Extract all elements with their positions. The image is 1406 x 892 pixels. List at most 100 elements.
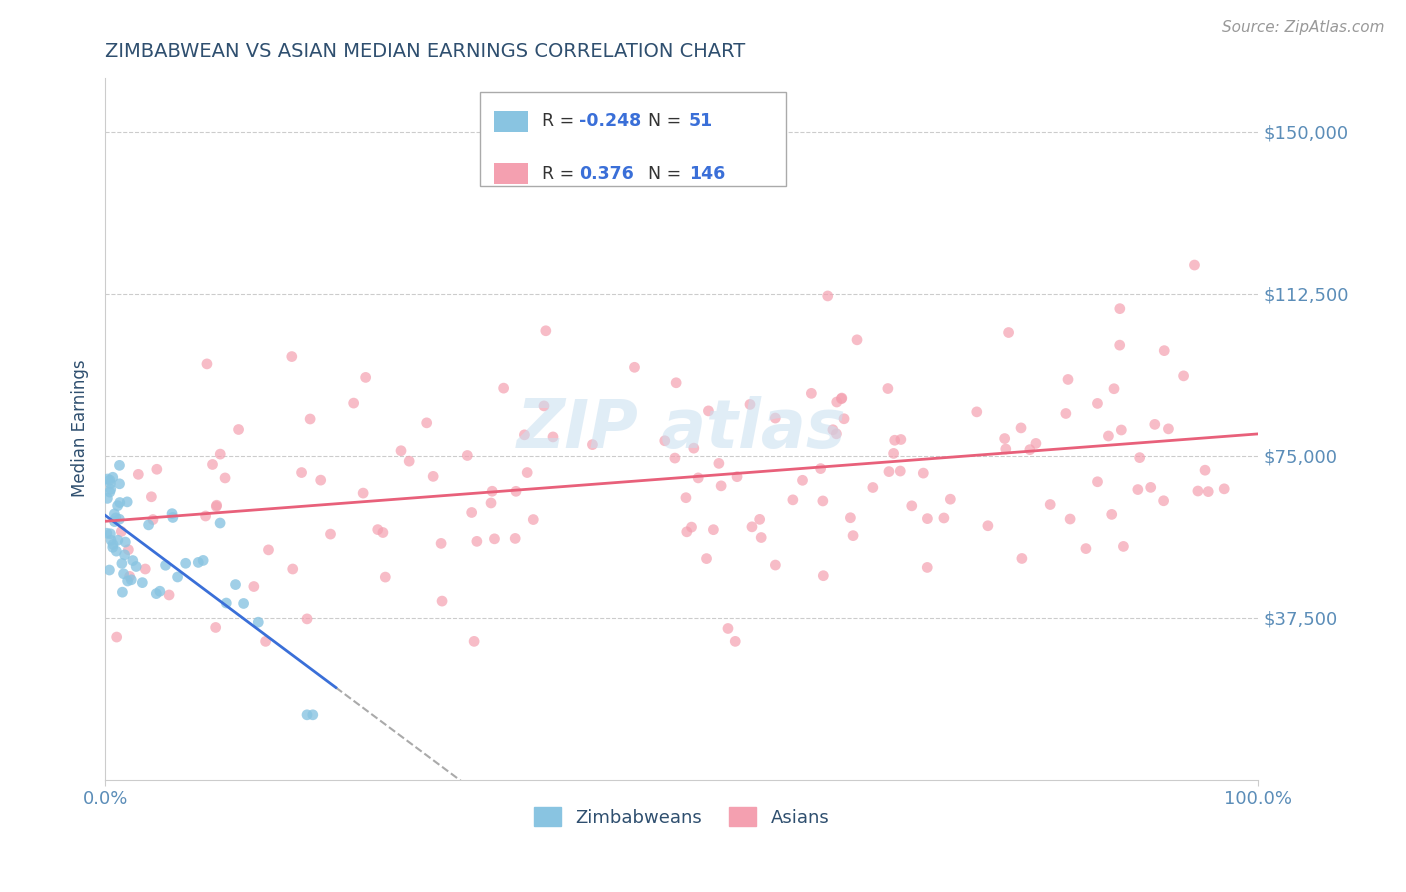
Point bbox=[503, 532, 526, 546]
Point bbox=[422, 469, 444, 483]
Text: -0.248: -0.248 bbox=[579, 112, 641, 130]
Legend: Zimbabweans, Asians: Zimbabweans, Asians bbox=[527, 800, 837, 834]
Point bbox=[654, 434, 676, 448]
Point bbox=[1108, 301, 1130, 316]
Text: Source: ZipAtlas.com: Source: ZipAtlas.com bbox=[1222, 20, 1385, 35]
Point bbox=[842, 528, 865, 542]
Point bbox=[1143, 417, 1166, 432]
Point bbox=[675, 491, 697, 505]
Point bbox=[374, 570, 396, 584]
Text: 51: 51 bbox=[689, 112, 713, 130]
Point bbox=[155, 558, 177, 573]
Point bbox=[883, 434, 905, 448]
Point bbox=[209, 447, 232, 461]
Point bbox=[1197, 484, 1219, 499]
Point bbox=[96, 526, 118, 541]
Point bbox=[205, 498, 228, 512]
Point bbox=[763, 558, 786, 572]
Point bbox=[522, 512, 544, 526]
Point bbox=[389, 443, 412, 458]
Point bbox=[479, 496, 502, 510]
Point bbox=[1126, 483, 1149, 497]
Point bbox=[120, 573, 142, 587]
Point bbox=[97, 472, 120, 486]
Text: R =: R = bbox=[543, 112, 581, 130]
Point bbox=[915, 560, 938, 574]
Point bbox=[101, 470, 124, 484]
Point bbox=[939, 492, 962, 507]
Point bbox=[430, 536, 453, 550]
Point bbox=[681, 520, 703, 534]
Point bbox=[103, 515, 125, 529]
Point bbox=[299, 412, 322, 426]
Point bbox=[195, 357, 218, 371]
Point bbox=[96, 491, 118, 506]
Point bbox=[917, 511, 939, 525]
Point bbox=[430, 594, 453, 608]
Point bbox=[966, 405, 988, 419]
Point bbox=[813, 568, 835, 582]
Point bbox=[115, 495, 138, 509]
Point bbox=[1153, 343, 1175, 358]
Point bbox=[1157, 422, 1180, 436]
Point bbox=[883, 446, 905, 460]
Point bbox=[831, 391, 853, 405]
Point bbox=[492, 381, 515, 395]
Point bbox=[166, 570, 188, 584]
Point bbox=[505, 484, 527, 499]
Point bbox=[98, 526, 121, 541]
Point bbox=[309, 473, 332, 487]
Point bbox=[1184, 258, 1206, 272]
Point bbox=[994, 432, 1017, 446]
Point bbox=[710, 479, 733, 493]
Point bbox=[209, 516, 232, 530]
Point bbox=[697, 404, 720, 418]
Point bbox=[145, 586, 167, 600]
Point bbox=[900, 499, 922, 513]
Point bbox=[889, 464, 911, 478]
Point bbox=[890, 433, 912, 447]
Point bbox=[811, 494, 834, 508]
Point bbox=[117, 574, 139, 588]
Point bbox=[131, 575, 153, 590]
Point bbox=[121, 553, 143, 567]
Point bbox=[1187, 483, 1209, 498]
Point bbox=[111, 557, 134, 571]
Point bbox=[118, 569, 141, 583]
Point bbox=[98, 473, 121, 487]
Point bbox=[534, 324, 557, 338]
Point bbox=[98, 563, 121, 577]
Point bbox=[105, 630, 128, 644]
Point bbox=[103, 507, 125, 521]
Point bbox=[1097, 429, 1119, 443]
Point bbox=[108, 495, 131, 509]
Point bbox=[465, 534, 488, 549]
Point bbox=[997, 326, 1019, 340]
Point bbox=[1025, 436, 1047, 450]
Point bbox=[371, 525, 394, 540]
Point bbox=[825, 426, 848, 441]
Point bbox=[533, 399, 555, 413]
Point bbox=[817, 289, 839, 303]
Point bbox=[800, 386, 823, 401]
Point bbox=[107, 533, 129, 548]
Point bbox=[862, 481, 884, 495]
Point bbox=[1129, 450, 1152, 465]
Point bbox=[232, 597, 254, 611]
Point bbox=[738, 397, 761, 411]
FancyBboxPatch shape bbox=[494, 111, 529, 132]
Point bbox=[664, 451, 686, 466]
Text: ZIP atlas: ZIP atlas bbox=[517, 396, 846, 461]
Point bbox=[1074, 541, 1097, 556]
Point bbox=[832, 411, 855, 425]
Point bbox=[932, 511, 955, 525]
Point bbox=[160, 507, 183, 521]
FancyBboxPatch shape bbox=[479, 92, 786, 186]
Point bbox=[1057, 372, 1080, 386]
Point bbox=[1087, 475, 1109, 489]
Point bbox=[513, 427, 536, 442]
Point bbox=[214, 471, 236, 485]
Point bbox=[117, 542, 139, 557]
Point bbox=[682, 441, 704, 455]
Point bbox=[100, 533, 122, 548]
